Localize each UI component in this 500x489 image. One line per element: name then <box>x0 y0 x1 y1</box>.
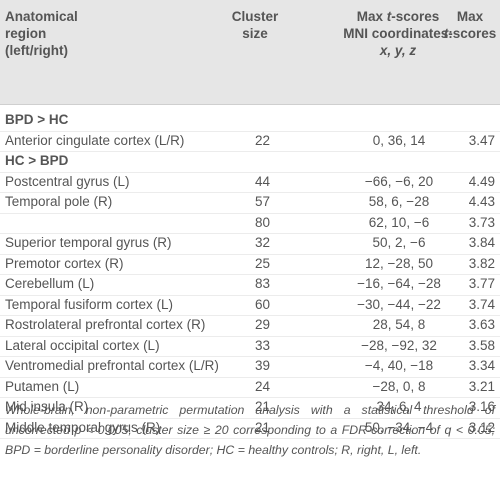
table-cell: Cerebellum (L) <box>5 276 95 291</box>
header-text: -scores <box>391 9 440 24</box>
header-line: t-scores <box>440 25 500 42</box>
table-cell: 80 <box>254 214 270 230</box>
table-cell: 83 <box>254 276 270 291</box>
header-text: Max <box>456 9 484 24</box>
table-cell: 3.58 <box>468 337 495 353</box>
table-cell: 39 <box>254 358 270 373</box>
table-cell: −66, −6, 20 <box>364 173 434 189</box>
table-cell: Middle temporal gyrus (R) <box>5 419 161 435</box>
table-cell: 4.49 <box>468 173 495 189</box>
header-text: t <box>386 9 392 24</box>
table-cell: −28, −92, 32 <box>361 337 437 353</box>
table-cell: 12, −28, 50 <box>365 255 433 271</box>
table-cell: Postcentral gyrus (L) <box>5 173 130 189</box>
table-cell: Rostrolateral prefrontal cortex (R) <box>5 317 206 332</box>
table-cell: 3.12 <box>468 419 495 435</box>
table-cell: Putamen (L) <box>5 378 80 394</box>
table-cell: 28, 54, 8 <box>372 317 426 332</box>
table-cell: 34, 6, 4 <box>376 399 422 414</box>
table-cell: 21 <box>254 399 270 414</box>
table-cell: Temporal pole (R) <box>5 194 113 209</box>
table-cell: −4, 40, −18 <box>364 358 434 373</box>
table-cell: Anterior cingulate cortex (L/R) <box>5 132 185 148</box>
header-text: size <box>242 26 268 41</box>
table-row: Premotor cortex (R) 25 12, −28, 50 3.82 <box>0 254 500 275</box>
table-row: Anterior cingulate cortex (L/R) 22 0, 36, … <box>0 131 500 152</box>
header-line: Max t-scores <box>318 8 478 25</box>
footnote: Whole-brain, non-parametric permutation … <box>5 403 495 457</box>
section-title: BPD > HC <box>5 112 69 127</box>
section-title: HC > BPD <box>5 153 69 168</box>
table-row: Superior temporal gyrus (R) 32 50, 2, −6 3.… <box>0 233 500 255</box>
table-cell: Mid insula (R) <box>5 399 89 414</box>
header-cell: Max t-scores <box>440 8 500 42</box>
header-text: (left/right) <box>5 43 68 58</box>
section-row: BPD > HC <box>0 110 500 132</box>
header-text: Anatomical <box>5 9 78 24</box>
table-header: Anatomical region (left/right) Cluster s… <box>0 0 500 105</box>
table-cell: 62, 10, −6 <box>368 214 430 230</box>
table-cell: 3.74 <box>468 296 495 312</box>
header-cell: Cluster size <box>225 8 285 42</box>
header-text: region <box>5 26 47 41</box>
table-cell: 3.84 <box>468 235 495 250</box>
table-row: Mid insula (R) 21 34, 6, 4 3.16 <box>0 397 500 419</box>
table-row: Temporal fusiform cortex (L) 60 −30, −44, … <box>0 295 500 316</box>
section-row: HC > BPD <box>0 151 500 173</box>
table-cell: Temporal fusiform cortex (L) <box>5 296 174 312</box>
table-cell: 0, 36, 14 <box>372 132 426 148</box>
table-cell: 3.82 <box>468 255 495 271</box>
table-cell: Premotor cortex (R) <box>5 255 124 271</box>
table-row: Temporal pole (R) 57 58, 6, −28 4.43 <box>0 192 500 214</box>
table-row: Rostrolateral prefrontal cortex (R) 29 28,… <box>0 315 500 337</box>
table-cell: 50, −34, −4 <box>364 419 434 435</box>
table-cell: 3.73 <box>468 214 495 230</box>
table-row: Postcentral gyrus (L) 44 −66, −6, 20 4.49 <box>0 172 500 193</box>
table-cell: 32 <box>254 235 270 250</box>
table-cell: 3.16 <box>468 399 495 414</box>
header-text: t <box>443 26 449 41</box>
header-text: x, y, z <box>379 43 417 58</box>
table-cell: 44 <box>254 173 270 189</box>
table-cell: Ventromedial prefrontal cortex (L/R) <box>5 358 219 373</box>
table-row: Putamen (L) 24 −28, 0, 8 3.21 <box>0 377 500 398</box>
table-cell: −30, −44, −22 <box>357 296 441 312</box>
table-cell: 4.43 <box>468 194 495 209</box>
table-cell: 24 <box>254 378 270 394</box>
table-row: Lateral occipital cortex (L) 33 −28, −92, … <box>0 336 500 357</box>
table-cell: 60 <box>254 296 270 312</box>
table-cell: 29 <box>254 317 270 332</box>
table-row: Middle temporal gyrus (R) 21 50, −34, −4 3.… <box>0 418 500 439</box>
table-cell: 21 <box>254 419 270 435</box>
table-cell: 25 <box>254 255 270 271</box>
header-text: Cluster <box>231 9 279 24</box>
table-cell: 50, 2, −6 <box>372 235 426 250</box>
header-cell: Anatomical region (left/right) <box>5 8 78 59</box>
table-cell: 22 <box>254 132 270 148</box>
table-cell: 3.34 <box>468 358 495 373</box>
header-text: MNI coordinates: <box>343 26 453 41</box>
table-cell: 58, 6, −28 <box>368 194 430 209</box>
table-cell: 3.47 <box>468 132 495 148</box>
header-text: -scores <box>448 26 497 41</box>
table-cell: 3.21 <box>468 378 495 394</box>
table-row: Ventromedial prefrontal cortex (L/R) 39 −4… <box>0 356 500 378</box>
table-cell: Superior temporal gyrus (R) <box>5 235 172 250</box>
table-cell: 57 <box>254 194 270 209</box>
table-cell: 3.77 <box>468 276 495 291</box>
header-cell: Max t-scores MNI coordinates: x, y, z <box>318 8 478 59</box>
table-row: 80 62, 10, −6 3.73 <box>0 213 500 234</box>
table-cell: −16, −64, −28 <box>357 276 441 291</box>
table-cell: Lateral occipital cortex (L) <box>5 337 160 353</box>
table-row: Cerebellum (L) 83 −16, −64, −28 3.77 <box>0 274 500 296</box>
header-text: Max <box>356 9 387 24</box>
table-cell: −28, 0, 8 <box>372 378 426 394</box>
table-cell: 33 <box>254 337 270 353</box>
table-cell: 3.63 <box>468 317 495 332</box>
